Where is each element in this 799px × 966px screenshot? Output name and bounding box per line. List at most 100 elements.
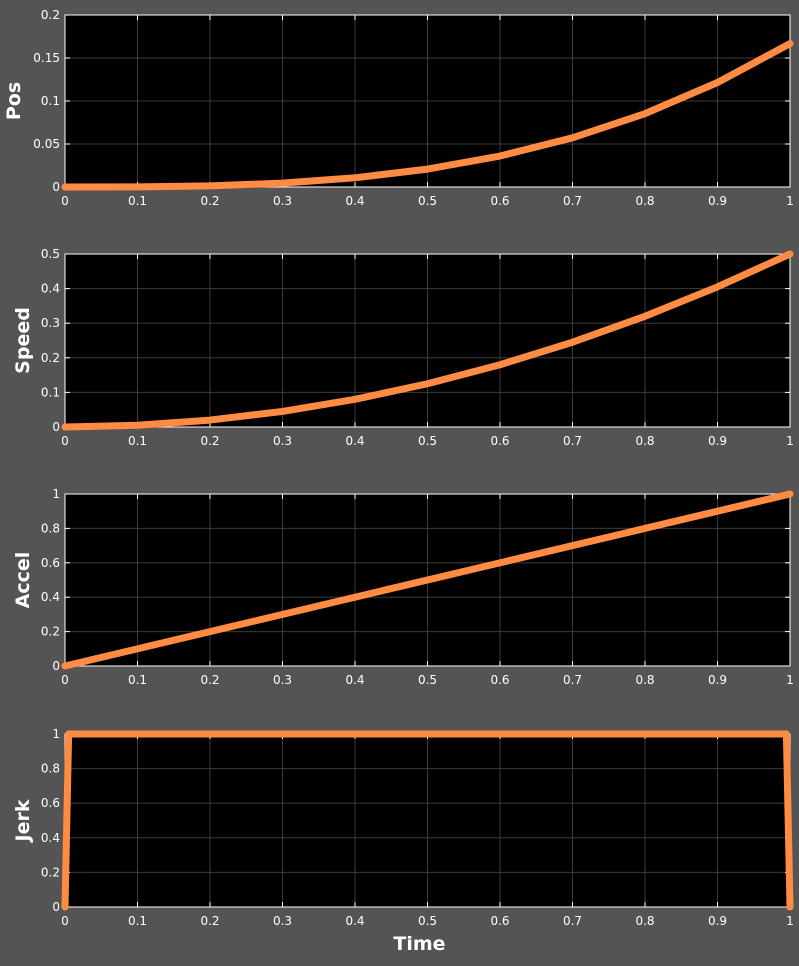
y-tick-label: 0 <box>52 420 60 434</box>
y-tick-label: 0.3 <box>41 316 60 330</box>
subplot-speed: 0 0.1 0.2 0.3 0.4 0.5 0.6 0.7 0.8 0.9 1 0 0.1 0.2 0.3 0… <box>12 247 794 448</box>
y-tick-label: 1 <box>52 487 60 501</box>
data-point <box>717 286 718 288</box>
subplot-pos: 0 0.1 0.2 0.3 0.4 0.5 0.6 0.7 0.8 0.9 1 0 0.05 0.1 0.1… <box>3 8 794 208</box>
x-tick-label: 0.5 <box>418 673 437 687</box>
y-axis-label: Pos <box>3 82 25 120</box>
y-tick-label: 0.15 <box>33 51 60 65</box>
data-point <box>499 155 501 157</box>
subplot-jerk: 0 0.1 0.2 0.3 0.4 0.5 0.6 0.7 0.8 0.9 1 0 0.2 0.4 0.6 0… <box>12 727 794 955</box>
x-tick-label: 0.2 <box>200 434 219 448</box>
x-tick-label: 0.7 <box>563 434 582 448</box>
x-tick-label: 0.8 <box>635 914 654 928</box>
data-point <box>789 43 791 45</box>
y-tick-label: 0 <box>52 180 60 194</box>
data-point <box>209 419 211 421</box>
y-tick-label: 0.2 <box>41 865 60 879</box>
data-point <box>789 906 791 908</box>
data-point <box>137 424 138 426</box>
x-tick-label: 0 <box>61 673 69 687</box>
x-tick-label: 0.2 <box>200 194 219 208</box>
data-point <box>282 410 283 412</box>
y-tick-label: 0.2 <box>41 351 60 365</box>
subplot-accel: 0 0.1 0.2 0.3 0.4 0.5 0.6 0.7 0.8 0.9 1 0 0.2 0.4 0.6 0… <box>12 487 794 687</box>
y-tick-label: 0.1 <box>41 385 60 399</box>
data-point <box>282 182 283 184</box>
x-tick-label: 0.9 <box>708 194 727 208</box>
x-tick-label: 0.6 <box>490 673 509 687</box>
x-tick-label: 0.5 <box>418 434 437 448</box>
series-line-accel <box>61 490 794 670</box>
x-tick-label: 1 <box>786 434 794 448</box>
data-point <box>354 177 356 179</box>
x-tick-label: 0 <box>61 914 69 928</box>
data-point <box>499 364 501 366</box>
data-point <box>137 186 138 188</box>
x-tick-label: 0.3 <box>273 914 292 928</box>
series-line-jerk <box>61 730 794 911</box>
data-point <box>785 733 787 735</box>
y-tick-label: 0.5 <box>41 247 60 261</box>
x-tick-label: 0.5 <box>418 194 437 208</box>
data-point <box>64 665 66 667</box>
x-axis-label: Time <box>393 933 445 955</box>
y-axis-label: Accel <box>12 552 34 609</box>
x-tick-label: 0.7 <box>563 914 582 928</box>
data-point <box>789 253 791 255</box>
x-tick-label: 0.3 <box>273 194 292 208</box>
x-tick-label: 0.9 <box>708 914 727 928</box>
x-tick-label: 0.3 <box>273 434 292 448</box>
y-tick-label: 0.8 <box>41 521 60 535</box>
data-point <box>68 733 70 735</box>
y-tick-label: 0.05 <box>33 137 60 151</box>
data-point <box>64 906 66 908</box>
x-tick-label: 0 <box>61 194 69 208</box>
x-tick-label: 0.1 <box>128 673 147 687</box>
y-tick-label: 0.4 <box>41 590 60 604</box>
x-tick-label: 0.4 <box>345 914 364 928</box>
x-tick-label: 0.6 <box>490 914 509 928</box>
y-tick-label: 0.8 <box>41 762 60 776</box>
x-tick-label: 0.3 <box>273 673 292 687</box>
data-point <box>644 113 646 115</box>
y-tick-label: 0 <box>52 659 60 673</box>
x-tick-label: 0.4 <box>345 434 364 448</box>
data-point <box>717 82 718 84</box>
x-tick-label: 0.7 <box>563 673 582 687</box>
y-tick-label: 0.4 <box>41 831 60 845</box>
y-tick-label: 0 <box>52 900 60 914</box>
x-tick-label: 0.8 <box>635 434 654 448</box>
x-tick-label: 0.2 <box>200 914 219 928</box>
data-point <box>572 137 573 139</box>
x-tick-label: 0 <box>61 434 69 448</box>
data-point <box>572 341 573 343</box>
x-tick-label: 0.1 <box>128 194 147 208</box>
data-point <box>789 493 791 495</box>
data-point <box>64 426 66 428</box>
y-axis-label: Jerk <box>12 799 34 843</box>
y-tick-label: 0.1 <box>41 94 60 108</box>
y-tick-label: 0.4 <box>41 282 60 296</box>
x-tick-label: 0.2 <box>200 673 219 687</box>
x-tick-label: 0.8 <box>635 194 654 208</box>
data-point <box>209 185 211 187</box>
x-tick-label: 0.9 <box>708 434 727 448</box>
x-tick-label: 1 <box>786 194 794 208</box>
x-tick-label: 0.7 <box>563 194 582 208</box>
x-tick-label: 0.4 <box>345 673 364 687</box>
x-tick-label: 0.6 <box>490 434 509 448</box>
x-tick-label: 1 <box>786 673 794 687</box>
x-tick-label: 0.5 <box>418 914 437 928</box>
x-tick-label: 0.1 <box>128 434 147 448</box>
data-point <box>64 186 66 188</box>
x-tick-label: 0.6 <box>490 194 509 208</box>
x-tick-label: 0.1 <box>128 914 147 928</box>
y-tick-label: 1 <box>52 727 60 741</box>
y-tick-label: 0.6 <box>41 796 60 810</box>
y-tick-label: 0.2 <box>41 625 60 639</box>
data-point <box>354 398 356 400</box>
x-tick-label: 0.9 <box>708 673 727 687</box>
x-tick-label: 0.4 <box>345 194 364 208</box>
data-point <box>427 383 428 385</box>
